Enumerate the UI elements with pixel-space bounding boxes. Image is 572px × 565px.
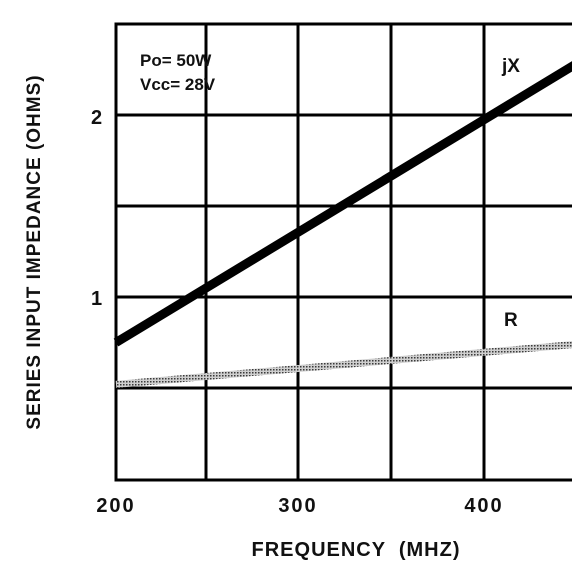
x-axis-title: FREQUENCY (MHZ) <box>252 539 461 561</box>
y-tick-label-2: 2 <box>91 107 102 129</box>
series-line-r <box>115 341 572 388</box>
x-tick-label-400: 400 <box>464 495 503 517</box>
annotation-po: Po= 50W <box>140 51 212 70</box>
y-tick-label-1: 1 <box>91 288 102 310</box>
annotation-vcc: Vcc= 28V <box>140 75 216 94</box>
x-tick-label-300: 300 <box>278 495 317 517</box>
series-label-jx: jX <box>501 56 520 77</box>
y-axis-title: SERIES INPUT IMPEDANCE (OHMS) <box>24 74 45 429</box>
plot-frame <box>114 22 572 482</box>
series-line-jx <box>113 61 572 347</box>
series-label-r: R <box>504 310 518 331</box>
x-tick-label-200: 200 <box>96 495 135 517</box>
